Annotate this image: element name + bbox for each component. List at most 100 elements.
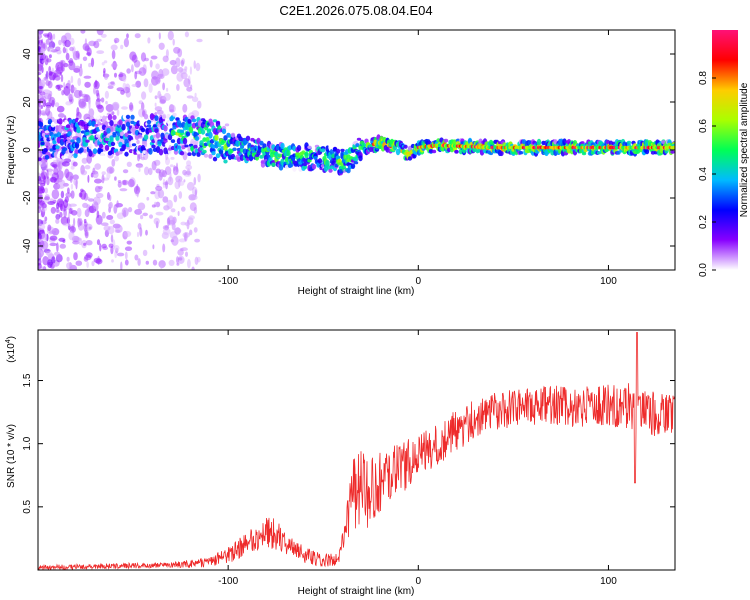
spectrogram-noise-cell [187,258,191,269]
spectrogram-noise-cell [131,64,134,73]
spectrogram-noise-cell [38,108,42,118]
spectrogram-noise-cell [55,218,60,224]
spectrogram-noise-cell [95,214,103,225]
spectrogram-ridge-cell [65,124,71,129]
spectrogram-noise-cell [68,58,74,66]
spectrogram-noise-cell [196,100,202,109]
spectrogram-noise-cell [42,256,49,266]
spectrogram-noise-cell [166,217,171,227]
spectrogram-noise-cell [172,38,175,46]
spectrogram-ridge-cell [95,134,101,138]
spectrogram-noise-cell [175,57,181,68]
spectrogram-ridge-cell [499,150,504,157]
spectrogram-noise-cell [186,95,194,99]
spectrogram-noise-cell [185,164,193,171]
spectrogram-noise-cell [93,40,100,49]
spectrogram-noise-cell [185,170,192,175]
spectrogram-noise-cell [75,50,80,59]
spectrogram-noise-cell [105,104,114,112]
spectrogram-noise-cell [151,160,157,171]
snr-panel: -100 0 100 0.5 1.0 1.5 Height of straight li… [5,329,676,597]
spectrogram-noise-cell [110,63,118,68]
spectrogram-ridge-cell [179,151,185,156]
spectrogram-noise-cell [94,178,102,184]
spectrogram-noise-cell [55,46,61,52]
spectrogram-noise-cell [101,222,109,226]
spectrogram-noise-cell [56,84,64,89]
spectrogram-noise-cell [134,33,141,39]
spectrogram-ridge-cell [403,144,408,149]
colorbar-tick-label: 0.2 [698,215,709,229]
spectrogram-noise-cell [58,237,66,242]
spectrogram-noise-cell [70,190,75,199]
spectrogram-noise-cell [88,99,91,110]
spectrogram-ridge-cell [119,131,125,137]
spectrogram-ridge-cell [194,136,200,141]
spectrogram-noise-cell [73,178,79,186]
spectrogram-noise-cell [96,30,104,36]
spectrogram-noise-cell [183,179,186,183]
spectrogram-noise-cell [93,80,100,90]
spectrogram-ridge-cell [110,141,116,147]
spectrogram-noise-cell [101,171,106,176]
spectrogram-noise-cell [145,229,148,236]
spectrogram-noise-cell [72,161,78,167]
spectrogram-ridge-cell [311,163,317,170]
spectrogram-noise-cell [114,39,117,44]
spectrogram-ridge-cell [211,151,216,156]
spectrogram-noise-cell [182,232,191,238]
spectrogram-noise-cell [78,66,83,77]
spectrogram-noise-cell [101,174,105,184]
spectrogram-noise-cell [146,196,150,201]
spectrogram-ridge-cell [221,128,227,135]
spectrogram-noise-cell [50,177,54,183]
spectrogram-noise-cell [193,177,197,186]
spectrogram-noise-cell [108,194,112,201]
svg-text:(x104): (x104) [5,336,17,363]
spectrogram-noise-cell [122,82,127,90]
spectrogram-noise-cell [152,244,155,250]
spectrogram-noise-cell [191,266,195,270]
spectrogram-noise-cell [48,96,56,106]
spectrogram-ridge-cell [89,135,95,141]
spectrogram-ridge-cell [245,135,251,141]
spectrogram-noise-cell [126,68,131,74]
spectrogram-noise-cell [101,211,106,219]
spectrogram-noise-cell [95,192,104,199]
spectrogram-noise-cell [40,266,46,270]
spectrogram-noise-cell [44,196,51,201]
x-tick-label: -100 [218,276,238,287]
spectrogram-ridge-cell [146,124,152,128]
spectrogram-ridge-cell [259,155,264,159]
spectrogram-noise-cell [38,223,46,230]
spectrogram-noise-cell [47,224,52,232]
spectrogram-noise-cell [149,214,153,219]
spectrogram-noise-cell [108,206,111,213]
spectrogram-noise-cell [52,33,56,40]
spectrogram-noise-cell [187,146,191,152]
spectrogram-ridge-cell [49,148,54,152]
spectrogram-ridge-cell [518,151,524,155]
spectrogram-noise-cell [194,256,199,265]
x-tick-label: 0 [416,576,422,587]
spectrogram-noise-cell [152,259,158,266]
spectrogram-noise-cell [69,175,73,183]
spectrogram-noise-cell [81,157,88,164]
spectrogram-noise-cell [147,37,151,44]
spectrogram-noise-cell [64,32,72,41]
spectrogram-noise-cell [124,259,129,266]
spectrogram-ridge-cell [214,134,219,141]
spectrogram-noise-cell [77,77,81,87]
spectrogram-noise-cell [48,71,53,76]
spectrogram-noise-cell [193,60,196,69]
spectrogram-noise-cell [73,89,82,99]
spectrogram-noise-cell [43,76,49,81]
spectrogram-noise-cell [149,59,153,68]
spectrogram-noise-cell [110,234,114,243]
spectrogram-noise-cell [111,101,120,111]
spectrogram-noise-cell [162,196,169,203]
colorbar-tick-label: 0.8 [698,71,709,85]
spectrogram-noise-cell [126,33,129,39]
spectrogram-noise-cell [173,227,182,234]
spectrogram-noise-cell [83,242,87,246]
